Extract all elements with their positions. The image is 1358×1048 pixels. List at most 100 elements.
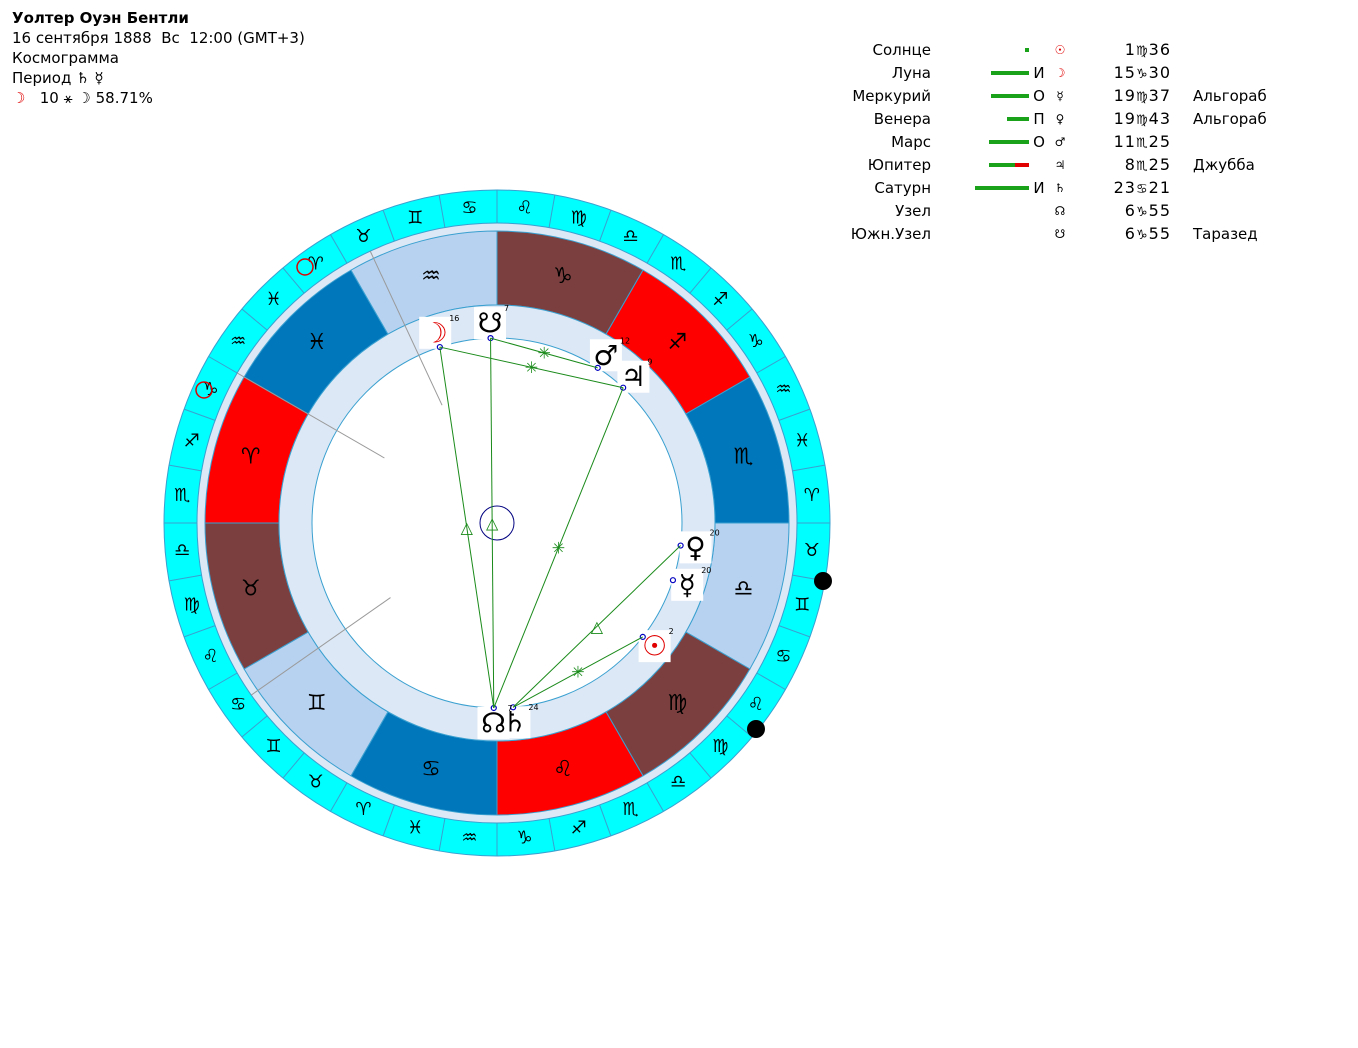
strength-bar bbox=[939, 84, 1029, 107]
outer-ring-glyph: ♑ bbox=[748, 331, 764, 352]
outer-ring-divider bbox=[382, 209, 395, 242]
planet-row: Узел ☊ 6♑55 bbox=[820, 199, 1267, 222]
dignity-letter: И bbox=[1033, 178, 1045, 197]
position-degree: 23 bbox=[1113, 178, 1136, 197]
outer-red-circle bbox=[195, 381, 213, 399]
strength-bar bbox=[939, 38, 1029, 61]
outer-ring-glyph: ♍ bbox=[571, 207, 587, 228]
period-symbols: ♄ ☿ bbox=[76, 69, 104, 87]
moon-icon: ☽ bbox=[12, 89, 26, 107]
outer-ring-glyph: ♒ bbox=[461, 827, 477, 848]
outer-marker-dot bbox=[747, 720, 765, 738]
outer-ring-divider bbox=[599, 209, 612, 242]
position-sign-icon: ♋ bbox=[1135, 182, 1149, 197]
fixed-star: Джубба bbox=[1193, 155, 1255, 174]
aspect-icon: ✳ bbox=[525, 358, 538, 377]
zodiac-sign-icon: ♎ bbox=[733, 576, 753, 601]
period-label: Период bbox=[12, 69, 72, 87]
outer-ring-divider bbox=[792, 464, 826, 472]
outer-ring-glyph: ♍ bbox=[184, 594, 200, 615]
outer-ring-glyph: ♎ bbox=[670, 771, 686, 792]
wheel-planet-degree: 16 bbox=[449, 314, 459, 323]
outer-ring-divider bbox=[646, 234, 664, 264]
outer-ring-glyph: ♎ bbox=[174, 540, 190, 561]
planet-position: 6♑55 bbox=[1071, 199, 1171, 222]
outer-ring-glyph: ♓ bbox=[407, 818, 423, 839]
aspect-icon: △ bbox=[486, 514, 499, 533]
position-minutes: 55 bbox=[1148, 201, 1171, 220]
planet-row: Венера П ♀ 19♍43 Альгораб bbox=[820, 107, 1267, 130]
fixed-star: Альгораб bbox=[1193, 86, 1267, 105]
position-minutes: 25 bbox=[1148, 132, 1171, 151]
outer-ring-glyph: ♊ bbox=[265, 736, 281, 757]
planet-row: Меркурий О ☿ 19♍37 Альгораб bbox=[820, 84, 1267, 107]
outer-ring-divider bbox=[726, 715, 753, 738]
planet-row: Марс О ♂ 11♏25 bbox=[820, 130, 1267, 153]
planet-position: 19♍43 bbox=[1071, 107, 1171, 130]
chart-header: Уолтер Оуэн Бентли 16 сентября 1888 Вс 1… bbox=[12, 8, 305, 108]
aspect-line bbox=[493, 387, 624, 709]
planet-icon: ♀ bbox=[1055, 111, 1065, 126]
planet-name: Марс bbox=[891, 132, 931, 151]
planet-name: Сатурн bbox=[874, 178, 931, 197]
outer-ring-divider bbox=[168, 464, 202, 472]
planet-name: Солнце bbox=[872, 40, 931, 59]
wheel-planet-icon: ☉ bbox=[642, 630, 667, 663]
fixed-star: Таразед bbox=[1193, 224, 1258, 243]
strength-bar bbox=[939, 176, 1029, 199]
outer-ring-divider bbox=[208, 356, 238, 374]
house-cusp-line bbox=[369, 250, 443, 406]
position-minutes: 25 bbox=[1148, 155, 1171, 174]
planet-icon: ☿ bbox=[1056, 88, 1064, 103]
strength-bar bbox=[939, 153, 1029, 176]
outer-ring-glyph: ♋ bbox=[461, 198, 477, 219]
strength-bar bbox=[939, 107, 1029, 130]
moon-symbols: ⚹ ☽ bbox=[63, 89, 91, 107]
outer-ring-divider bbox=[208, 672, 238, 690]
position-degree: 8 bbox=[1124, 155, 1136, 174]
house-cusp-line bbox=[250, 597, 391, 696]
position-degree: 6 bbox=[1124, 224, 1136, 243]
strength-bar bbox=[939, 61, 1029, 84]
zodiac-sign-icon: ♍ bbox=[667, 691, 687, 716]
position-minutes: 30 bbox=[1148, 63, 1171, 82]
outer-ring-glyph: ♓ bbox=[265, 289, 281, 310]
zodiac-sign-icon: ♉ bbox=[241, 576, 261, 601]
aspect-icon: △ bbox=[591, 617, 604, 636]
planet-icon: ☉ bbox=[1054, 42, 1066, 57]
position-sign-icon: ♍ bbox=[1135, 90, 1149, 105]
outer-ring-divider bbox=[689, 267, 712, 294]
planet-name: Луна bbox=[891, 63, 931, 82]
outer-ring-glyph: ♐ bbox=[712, 289, 728, 310]
planet-glyph-bg bbox=[477, 706, 510, 739]
planet-icon: ♃ bbox=[1054, 157, 1066, 172]
outer-marker-dot bbox=[814, 572, 832, 590]
outer-ring-glyph: ♑ bbox=[516, 827, 532, 848]
outer-ring-divider bbox=[241, 715, 268, 738]
wheel-planet-icon: ☊ bbox=[481, 706, 506, 739]
outer-ring-glyph: ♉ bbox=[308, 771, 324, 792]
outer-ring-divider bbox=[689, 752, 712, 779]
outer-ring-divider bbox=[438, 818, 446, 852]
outer-ring-glyph: ♌ bbox=[516, 198, 532, 219]
outer-ring-glyph: ♌ bbox=[748, 694, 764, 715]
planet-icon: ☋ bbox=[1054, 226, 1066, 241]
outer-ring-glyph: ♌ bbox=[203, 646, 219, 667]
outer-ring-divider bbox=[646, 782, 664, 812]
dignity-letter: О bbox=[1033, 132, 1045, 151]
birth-time: 12:00 (GMT+3) bbox=[189, 29, 305, 47]
dignity-letter: И bbox=[1033, 63, 1045, 82]
outer-ring-glyph: ♒ bbox=[230, 331, 246, 352]
chart-kind: Космограмма bbox=[12, 49, 119, 67]
strength-bar-green bbox=[989, 140, 1029, 144]
zodiac-sign-icon: ♏ bbox=[733, 445, 753, 470]
wheel-planet-degree: 20 bbox=[710, 528, 720, 537]
outer-ring-glyph: ♓ bbox=[794, 431, 810, 452]
outer-ring-divider bbox=[548, 194, 556, 228]
position-minutes: 55 bbox=[1148, 224, 1171, 243]
aspect-line bbox=[439, 346, 624, 389]
zodiac-sign-icon: ♋ bbox=[421, 757, 441, 782]
position-degree: 6 bbox=[1124, 201, 1136, 220]
position-degree: 15 bbox=[1113, 63, 1136, 82]
